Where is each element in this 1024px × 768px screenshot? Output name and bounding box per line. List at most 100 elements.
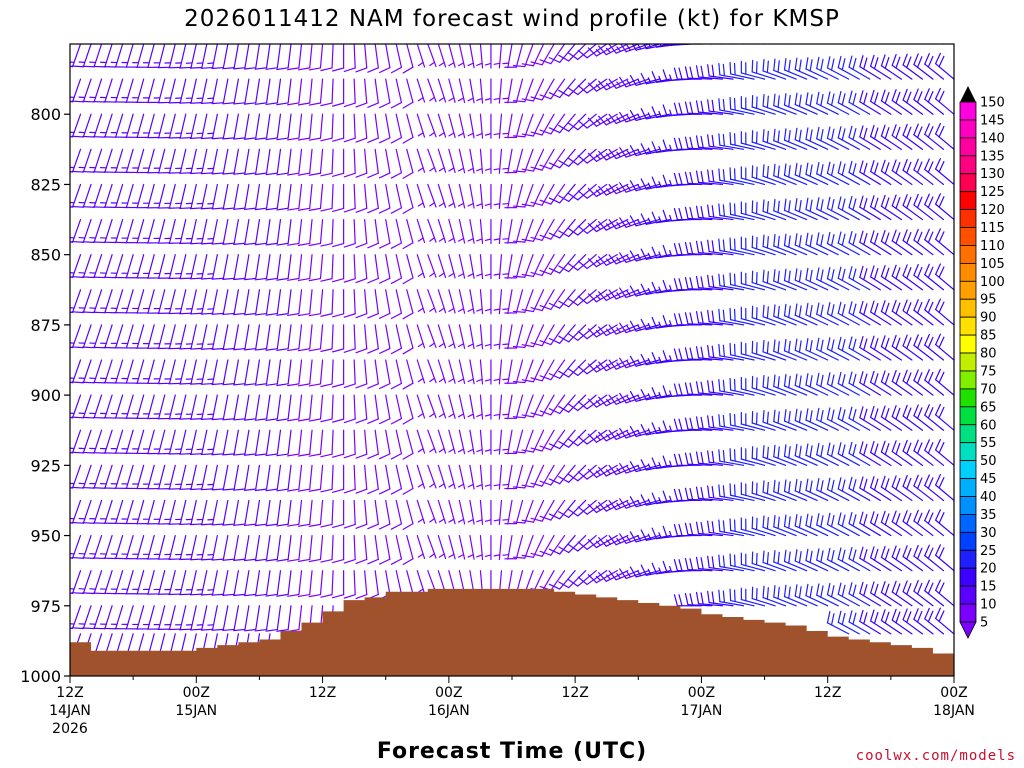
wind-barb: [558, 534, 587, 554]
wind-barb: [740, 552, 766, 572]
wind-barb: [558, 359, 587, 378]
wind-barb: [320, 324, 334, 352]
wind-barb: [837, 126, 860, 150]
wind-barb: [103, 254, 124, 279]
wind-barb: [179, 464, 197, 490]
wind-barb: [729, 307, 755, 326]
colorbar-label: 65: [980, 400, 997, 415]
wind-barb: [673, 207, 703, 221]
wind-barb: [794, 198, 818, 221]
wind-barb: [783, 514, 808, 537]
wind-barb: [718, 554, 745, 572]
wind-barb: [673, 67, 703, 80]
wind-barb: [125, 78, 145, 103]
wind-barb: [837, 55, 860, 80]
wind-barb: [718, 203, 745, 221]
wind-barb: [587, 359, 618, 373]
wind-barb: [211, 254, 229, 280]
wind-barb: [448, 289, 456, 314]
wind-barb: [157, 464, 176, 490]
wind-barb: [924, 474, 945, 502]
wind-barb: [332, 218, 345, 248]
wind-barb: [70, 429, 82, 454]
wind-barb: [103, 359, 124, 384]
wind-barb: [476, 394, 484, 420]
wind-barb: [343, 78, 356, 108]
wind-barb: [935, 607, 954, 635]
wind-barb: [103, 570, 124, 595]
wind-barb: [913, 158, 934, 186]
colorbar-label: 50: [980, 454, 997, 469]
wind-barb: [332, 464, 345, 493]
wind-barb: [718, 62, 745, 80]
wind-barb: [157, 324, 176, 350]
wind-barb: [695, 240, 724, 256]
wind-barb: [773, 339, 797, 361]
wind-barb: [448, 534, 456, 560]
colorbar-swatch: [959, 406, 977, 426]
wind-barb: [805, 92, 829, 115]
wind-barb: [427, 534, 437, 559]
wind-barb: [935, 474, 954, 502]
wind-barb: [794, 92, 818, 115]
wind-barb: [794, 162, 818, 186]
wind-barb: [332, 148, 345, 177]
wind-barb: [467, 113, 475, 139]
wind-barb: [114, 44, 134, 68]
wind-barb: [673, 453, 703, 466]
wind-barb: [265, 44, 282, 70]
wind-barb: [367, 289, 379, 319]
wind-barb: [378, 289, 391, 319]
colorbar-label: 105: [980, 257, 1005, 272]
wind-barb: [502, 464, 513, 490]
wind-barb: [837, 266, 860, 291]
wind-barb: [521, 44, 545, 67]
wind-barb: [320, 570, 334, 598]
wind-barb: [416, 183, 426, 208]
wind-barb: [859, 476, 881, 502]
wind-barb: [179, 254, 197, 280]
wind-barb: [200, 44, 218, 69]
wind-barb: [684, 417, 713, 431]
wind-barb: [343, 183, 356, 213]
wind-barb: [71, 429, 92, 454]
wind-barb: [751, 481, 776, 502]
wind-barb: [476, 218, 484, 245]
wind-barb: [320, 499, 334, 528]
wind-barb: [476, 499, 484, 525]
wind-barb: [82, 464, 103, 489]
wind-barb: [512, 78, 534, 103]
wind-barb: [567, 324, 597, 341]
wind-barb: [243, 78, 261, 105]
wind-barb: [343, 429, 356, 459]
wind-barb: [684, 171, 713, 186]
colorbar-swatch: [959, 370, 977, 390]
wind-barb: [189, 464, 208, 491]
x-tick-label: 15JAN: [175, 703, 217, 719]
wind-barb: [493, 534, 503, 561]
wind-barb: [740, 271, 766, 291]
wind-barb: [718, 414, 745, 431]
wind-barb: [179, 78, 197, 104]
wind-barb: [243, 324, 261, 351]
wind-barb: [297, 78, 313, 106]
wind-barb: [103, 218, 124, 244]
wind-barb: [502, 148, 513, 174]
wind-barb: [378, 183, 391, 214]
wind-barb: [521, 218, 545, 242]
colorbar-label: 120: [980, 203, 1005, 218]
wind-barb: [402, 324, 414, 355]
wind-barb: [718, 484, 745, 502]
wind-barb: [924, 228, 945, 256]
wind-barb: [762, 515, 787, 537]
colorbar-label: 45: [980, 472, 997, 487]
wind-barb: [476, 183, 484, 209]
wind-barb: [935, 298, 954, 326]
wind-barb: [157, 534, 176, 560]
wind-barb: [125, 183, 145, 209]
wind-barb: [695, 451, 724, 466]
wind-barb: [935, 158, 954, 186]
wind-barb: [493, 394, 503, 420]
wind-barb: [587, 394, 618, 408]
wind-barb: [437, 218, 447, 244]
